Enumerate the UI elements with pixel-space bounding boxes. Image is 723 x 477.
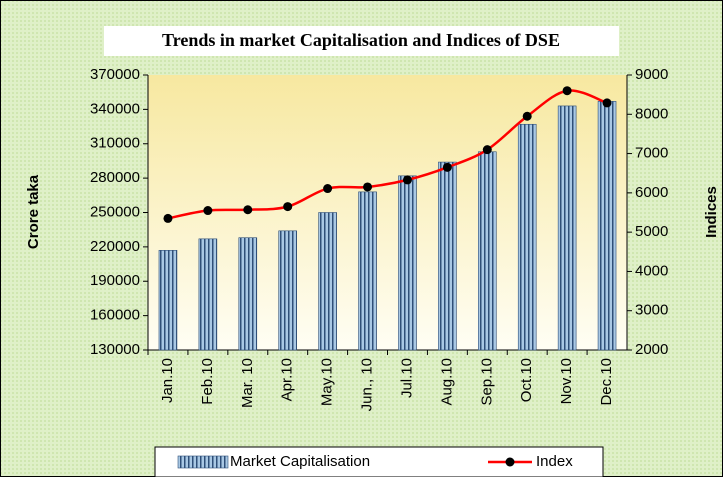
y-tick-label: 370000 [90,66,140,83]
bar [158,250,178,351]
y-tick-label: 280000 [90,169,140,186]
x-tick-label: Apr.10 [279,358,296,401]
x-tick-label: Nov.10 [558,358,575,404]
y-axis-title: Crore taka [25,174,42,249]
marker [203,206,213,216]
x-tick-label: Mar. 10 [239,358,256,408]
bar [198,238,218,351]
marker [163,213,173,223]
y2-tick-label: 8000 [635,105,668,122]
y2-tick-label: 9000 [635,66,668,83]
x-tick-label: Feb.10 [199,358,216,405]
marker [602,98,612,108]
y-tick-label: 190000 [90,272,140,289]
x-tick-label: Sep.10 [478,358,495,406]
marker [363,182,373,192]
y2-tick-label: 6000 [635,184,668,201]
y-tick-label: 160000 [90,307,140,324]
x-tick-label: Jul.10 [398,358,415,398]
x-tick-label: Dec.10 [598,358,615,406]
y2-tick-label: 7000 [635,145,668,162]
marker [522,111,532,121]
chart-title: Trends in market Capitalisation and Indi… [162,30,560,50]
bar [557,105,577,351]
bar [478,151,497,351]
marker [482,145,492,155]
y2-tick-label: 4000 [635,262,668,279]
x-tick-label: Jun., 10 [359,358,376,411]
bar [318,212,337,351]
legend-marker [505,457,515,467]
legend-label: Market Capitalisation [230,453,370,470]
legend-label: Index [536,453,573,470]
marker [283,202,293,212]
y-tick-label: 310000 [90,135,140,152]
title-box [104,26,619,56]
y-tick-label: 220000 [90,238,140,255]
plot-area [148,75,627,350]
y2-axis-title: Indices [703,186,720,238]
x-tick-label: Jan.10 [159,358,176,403]
marker [323,184,333,194]
y-tick-label: 250000 [90,203,140,220]
x-tick-label: Oct.10 [518,358,535,402]
y-tick-label: 130000 [90,341,140,358]
bar [238,237,258,351]
bar [358,191,377,351]
bar [597,101,617,351]
marker [442,162,452,172]
bar [517,123,537,351]
y2-tick-label: 2000 [635,341,668,358]
y-tick-label: 340000 [90,100,140,117]
marker [562,86,572,96]
bar [438,161,457,351]
marker [243,205,253,215]
y2-tick-label: 5000 [635,223,668,240]
bar [278,230,297,351]
x-tick-label: May.10 [319,358,336,406]
bar [398,175,417,351]
y2-tick-label: 3000 [635,302,668,319]
marker [402,175,412,185]
legend-swatch [177,455,229,469]
x-tick-label: Aug.10 [438,358,455,406]
